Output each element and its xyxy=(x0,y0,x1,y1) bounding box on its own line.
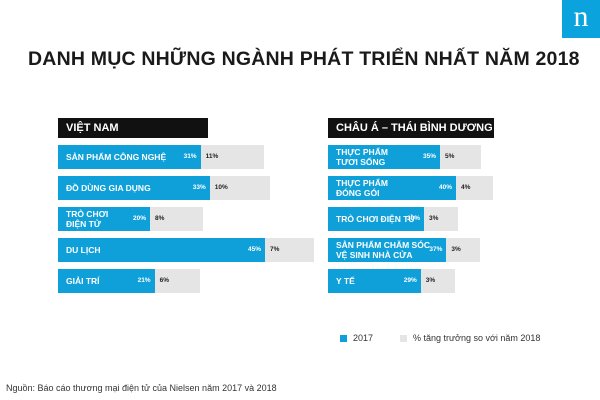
data-label-2017: 37% xyxy=(429,246,443,253)
category-label-line: TRÒ CHƠI ĐIỆN TỬ xyxy=(336,214,416,224)
data-label-2017: 45% xyxy=(247,246,261,253)
data-label-growth: 6% xyxy=(159,277,169,284)
bar-row: TRÒ CHƠI ĐIỆN TỬ 20% 8% xyxy=(58,207,203,231)
category-label: DU LỊCH xyxy=(66,238,100,262)
category-label-line: TƯƠI SỐNG xyxy=(336,157,386,167)
bar-row: Y TẾ 29% 3% xyxy=(328,269,455,293)
bar-2017 xyxy=(328,145,440,169)
category-label: Y TẾ xyxy=(336,269,355,293)
category-label: GIẢI TRÍ xyxy=(66,269,100,293)
panel-header-1: CHÂU Á – THÁI BÌNH DƯƠNG xyxy=(328,118,494,138)
category-label: SẢN PHẨM CHĂM SÓC VỆ SINH NHÀ CỬA xyxy=(336,238,430,262)
bar-row: GIẢI TRÍ 21% 6% xyxy=(58,269,201,293)
data-label-growth: 10% xyxy=(214,184,228,191)
bar-2017 xyxy=(328,269,421,293)
data-label-2017: 30% xyxy=(406,215,420,222)
bar-2017 xyxy=(58,238,265,262)
bar-2017 xyxy=(328,176,456,200)
data-label-growth: 3% xyxy=(429,215,439,222)
data-label-growth: 4% xyxy=(461,184,471,191)
bar-row: THỰC PHẨM ĐÓNG GÓI 40% 4% xyxy=(328,176,494,200)
category-label: TRÒ CHƠI ĐIỆN TỬ xyxy=(336,207,415,231)
panel-header-0: VIỆT NAM xyxy=(58,118,208,138)
data-label-2017: 40% xyxy=(438,184,452,191)
data-label-2017: 31% xyxy=(183,153,197,160)
category-label-line: VỆ SINH NHÀ CỬA xyxy=(336,250,413,260)
data-label-2017: 35% xyxy=(422,153,436,160)
source-note: Nguồn: Báo cáo thương mại điện tử của Ni… xyxy=(6,383,277,393)
bar-2017 xyxy=(58,145,201,169)
category-label-line: TRÒ CHƠI xyxy=(66,209,109,219)
legend-swatch-gray xyxy=(400,334,407,342)
bar-row: TRÒ CHƠI ĐIỆN TỬ 30% 3% xyxy=(328,207,458,231)
data-label-2017: 29% xyxy=(403,277,417,284)
bar-row: SẢN PHẨM CHĂM SÓC VỆ SINH NHÀ CỬA 37% 3% xyxy=(328,238,481,262)
category-label-line: SẢN PHẨM CHĂM SÓC xyxy=(336,240,430,250)
category-label: THỰC PHẨM TƯƠI SỐNG xyxy=(336,145,388,169)
data-label-growth: 5% xyxy=(445,153,455,160)
category-label-line: GIẢI TRÍ xyxy=(66,276,100,286)
legend-item-2017: 2017 xyxy=(340,333,373,343)
legend-item-growth: % tăng trưởng so với năm 2018 xyxy=(400,333,540,343)
category-label-line: ĐÓNG GÓI xyxy=(336,188,380,198)
category-label: THỰC PHẨM ĐÓNG GÓI xyxy=(336,176,388,200)
data-label-2017: 21% xyxy=(137,277,151,284)
bar-2017 xyxy=(58,269,155,293)
category-label-line: ĐỒ DÙNG GIA DỤNG xyxy=(66,183,151,193)
data-label-growth: 11% xyxy=(205,153,219,160)
data-label-2017: 33% xyxy=(192,184,206,191)
category-label-line: ĐIỆN TỬ xyxy=(66,219,101,229)
legend-swatch-blue xyxy=(340,334,347,342)
category-label-line: DU LỊCH xyxy=(66,245,101,255)
bar-2017 xyxy=(58,207,150,231)
legend-label-2017: 2017 xyxy=(353,333,374,343)
category-label-line: THỰC PHẨM xyxy=(336,178,388,188)
bar-row: DU LỊCH 45% 7% xyxy=(58,238,315,262)
category-label: SẢN PHẨM CÔNG NGHỆ xyxy=(66,145,166,169)
bar-row: THỰC PHẨM TƯƠI SỐNG 35% 5% xyxy=(328,145,481,169)
bar-2017 xyxy=(58,176,210,200)
chart-title: DANH MỤC NHỮNG NGÀNH PHÁT TRIỂN NHẤT NĂM… xyxy=(28,48,580,70)
data-label-growth: 3% xyxy=(451,246,461,253)
data-label-growth: 7% xyxy=(270,246,280,253)
data-label-growth: 8% xyxy=(155,215,165,222)
category-label: ĐỒ DÙNG GIA DỤNG xyxy=(66,176,151,200)
category-label-line: Y TẾ xyxy=(336,276,355,286)
category-label-line: SẢN PHẨM CÔNG NGHỆ xyxy=(66,152,167,162)
data-label-2017: 20% xyxy=(132,215,146,222)
category-label-line: THỰC PHẨM xyxy=(336,147,388,157)
legend-label-growth: % tăng trưởng so với năm 2018 xyxy=(413,333,541,343)
bar-2017 xyxy=(328,207,424,231)
bar-row: SẢN PHẨM CÔNG NGHỆ 31% 11% xyxy=(58,145,265,169)
bar-2017 xyxy=(328,238,447,262)
nielsen-logo: n xyxy=(562,0,600,38)
bar-row: ĐỒ DÙNG GIA DỤNG 33% 10% xyxy=(58,176,270,200)
category-label: TRÒ CHƠI ĐIỆN TỬ xyxy=(66,207,108,231)
data-label-growth: 3% xyxy=(425,277,436,284)
